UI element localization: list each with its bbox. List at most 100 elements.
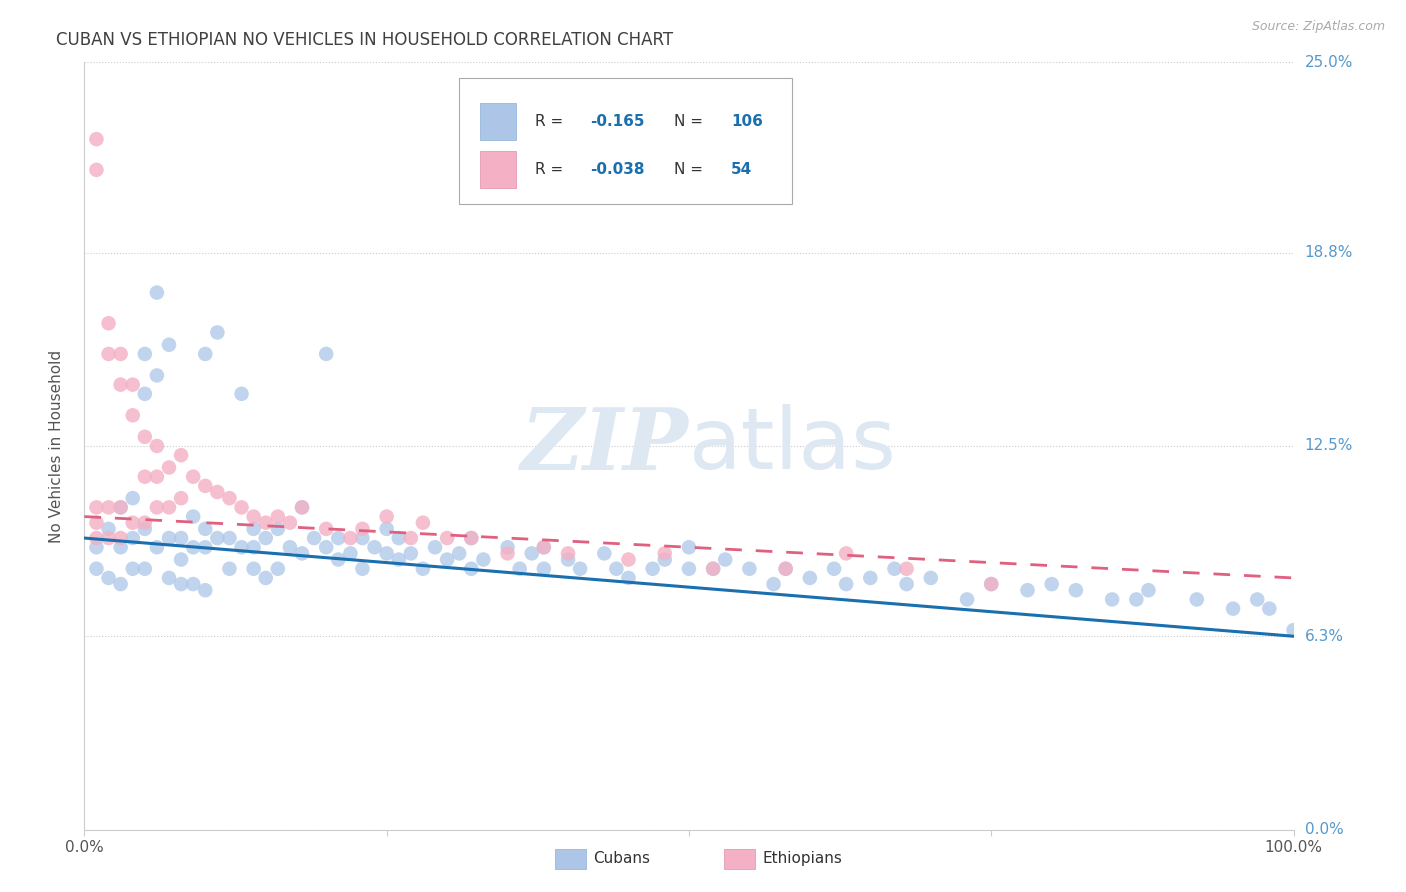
Point: [460, 562, 482, 576]
Point: [388, 531, 411, 545]
FancyBboxPatch shape: [460, 78, 792, 204]
Point: [339, 531, 361, 545]
Point: [194, 583, 217, 598]
Point: [1040, 577, 1063, 591]
Point: [920, 571, 942, 585]
Point: [278, 516, 301, 530]
Text: 18.8%: 18.8%: [1305, 245, 1353, 260]
Point: [557, 546, 579, 560]
Point: [315, 541, 337, 555]
Point: [460, 531, 482, 545]
Point: [520, 546, 543, 560]
Point: [557, 552, 579, 566]
Point: [363, 541, 385, 555]
Point: [86, 132, 108, 146]
Point: [157, 460, 180, 475]
Point: [242, 541, 264, 555]
Point: [86, 516, 108, 530]
Point: [375, 522, 398, 536]
Point: [799, 571, 821, 585]
FancyBboxPatch shape: [479, 152, 516, 188]
Point: [134, 562, 156, 576]
Point: [291, 500, 314, 515]
Point: [449, 546, 471, 560]
Point: [97, 522, 120, 536]
Text: 0.0%: 0.0%: [1305, 822, 1343, 837]
Point: [1017, 583, 1039, 598]
Text: ZIP: ZIP: [522, 404, 689, 488]
Point: [254, 531, 277, 545]
Point: [436, 531, 458, 545]
Text: 25.0%: 25.0%: [1305, 55, 1353, 70]
Point: [569, 562, 592, 576]
Point: [218, 531, 240, 545]
Point: [375, 509, 398, 524]
Point: [194, 479, 217, 493]
Text: -0.165: -0.165: [589, 114, 644, 129]
Point: [207, 326, 229, 340]
Point: [121, 562, 143, 576]
Point: [181, 577, 204, 591]
Point: [1222, 601, 1244, 615]
Point: [242, 522, 264, 536]
Point: [207, 485, 229, 500]
Point: [859, 571, 882, 585]
Point: [194, 347, 217, 361]
Point: [134, 516, 156, 530]
Point: [1137, 583, 1160, 598]
Point: [762, 577, 785, 591]
Point: [302, 531, 325, 545]
Point: [533, 562, 555, 576]
Point: [170, 448, 193, 462]
Point: [242, 562, 264, 576]
Point: [86, 562, 108, 576]
Text: R =: R =: [536, 162, 568, 178]
Point: [399, 546, 422, 560]
Point: [412, 562, 434, 576]
Point: [254, 516, 277, 530]
Point: [980, 577, 1002, 591]
Point: [146, 285, 169, 300]
Point: [86, 531, 108, 545]
Point: [315, 522, 337, 536]
Point: [181, 541, 204, 555]
Point: [1258, 601, 1281, 615]
Point: [134, 347, 156, 361]
Point: [352, 531, 374, 545]
Point: [823, 562, 845, 576]
Point: [605, 562, 627, 576]
Point: [146, 541, 169, 555]
Point: [242, 509, 264, 524]
Point: [472, 552, 495, 566]
Text: N =: N =: [675, 114, 709, 129]
Point: [1101, 592, 1123, 607]
Point: [835, 546, 858, 560]
Point: [157, 500, 180, 515]
Point: [170, 577, 193, 591]
Point: [134, 469, 156, 483]
Point: [121, 491, 143, 505]
Point: [1282, 623, 1305, 637]
Point: [775, 562, 797, 576]
Point: [218, 562, 240, 576]
Point: [339, 546, 361, 560]
Point: [328, 552, 350, 566]
Point: [267, 509, 290, 524]
Point: [1064, 583, 1087, 598]
Point: [110, 531, 132, 545]
Point: [110, 500, 132, 515]
Point: [97, 531, 120, 545]
Point: [896, 562, 918, 576]
Point: [423, 541, 446, 555]
Point: [678, 562, 700, 576]
Point: [291, 500, 314, 515]
Point: [412, 516, 434, 530]
Point: [593, 546, 616, 560]
Point: [194, 541, 217, 555]
Point: [170, 552, 193, 566]
Point: [194, 522, 217, 536]
Point: [436, 552, 458, 566]
Point: [110, 500, 132, 515]
Point: [654, 546, 676, 560]
Point: [533, 541, 555, 555]
